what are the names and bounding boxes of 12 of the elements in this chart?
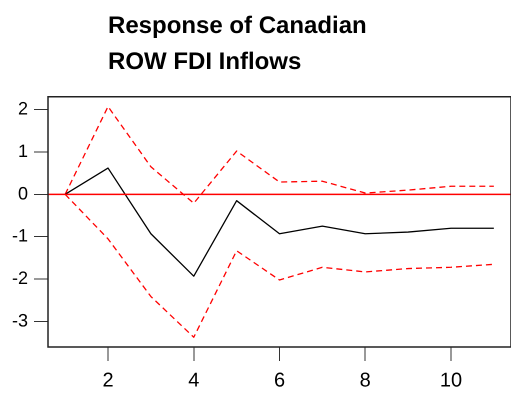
x-tick-label: 8 (360, 370, 371, 392)
chart-title: Response of Canadian ROW FDI Inflows (108, 11, 368, 77)
x-tick-label: 6 (274, 370, 286, 392)
y-tick-label: 1 (18, 140, 28, 161)
x-tick-label: 2 (102, 370, 114, 392)
y-tick-label: -2 (12, 268, 28, 288)
y-tick-label: -3 (12, 310, 28, 331)
y-tick-label: -1 (12, 226, 28, 246)
y-tick-label: 0 (18, 183, 28, 204)
x-tick-label: 4 (188, 370, 200, 392)
x-tick-label: 10 (440, 370, 462, 392)
y-tick-label: 2 (18, 98, 28, 118)
